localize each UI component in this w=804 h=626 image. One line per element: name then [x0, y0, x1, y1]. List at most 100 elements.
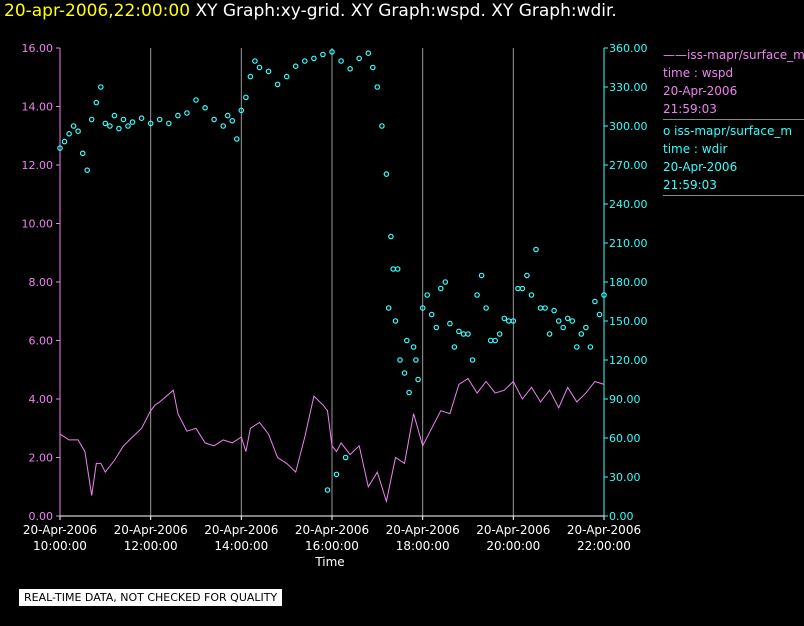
- wdir-point: [79, 150, 86, 157]
- wdir-point: [573, 344, 580, 350]
- x-tick-date: 20-Apr-2006: [567, 523, 641, 537]
- wdir-point: [390, 266, 397, 272]
- legend-var: time : wdir: [663, 142, 728, 156]
- wdir-point: [138, 115, 145, 122]
- wdir-point: [93, 99, 100, 106]
- wdir-point: [347, 66, 353, 72]
- y-right-tick-label: 360.00: [609, 42, 648, 55]
- x-tick-time: 20:00:00: [486, 539, 540, 553]
- wdir-point: [492, 337, 499, 344]
- wdir-point: [392, 318, 399, 324]
- x-tick-date: 20-Apr-2006: [204, 523, 278, 537]
- wdir-point: [551, 307, 557, 314]
- wdir-point: [224, 112, 231, 119]
- wdir-point: [84, 167, 91, 174]
- wdir-point: [116, 125, 122, 132]
- wdir-point: [57, 145, 63, 151]
- wdir-point: [460, 331, 467, 337]
- wdir-point: [578, 331, 585, 337]
- wdir-point: [75, 128, 81, 135]
- wdir-point: [229, 118, 236, 124]
- wdir-point: [447, 320, 453, 327]
- wdir-point: [592, 298, 598, 305]
- wdir-point: [98, 84, 104, 90]
- x-tick-time: 22:00:00: [577, 539, 631, 553]
- wdir-point: [66, 131, 72, 137]
- wdir-point: [256, 64, 263, 71]
- legend-time: 21:59:03: [663, 102, 717, 116]
- wdir-point: [560, 324, 567, 331]
- wdir-point: [397, 357, 403, 363]
- wdir-point: [252, 58, 258, 64]
- y-right-tick-label: 60.00: [609, 432, 641, 445]
- legend-entry-wspd: ——iss-mapr/surface_m time : wspd 20-Apr-…: [663, 46, 804, 120]
- x-tick-date: 20-Apr-2006: [295, 523, 369, 537]
- x-tick-time: 10:00:00: [33, 539, 87, 553]
- y-left-tick-label: 16.00: [22, 42, 54, 55]
- y-left-tick-label: 10.00: [22, 218, 54, 231]
- title-graphs: XY Graph:xy-grid. XY Graph:wspd. XY Grap…: [195, 1, 617, 21]
- y-left-tick-label: 6.00: [29, 335, 54, 348]
- x-tick-date: 20-Apr-2006: [386, 523, 460, 537]
- wdir-point: [515, 285, 521, 292]
- wdir-point: [202, 105, 208, 111]
- y-right-tick-label: 270.00: [609, 159, 648, 172]
- legend-date: 20-Apr-2006: [663, 84, 738, 98]
- wspd-line: [59, 377, 605, 504]
- wdir-point: [442, 279, 449, 285]
- wdir-point: [465, 331, 471, 337]
- wdir-point: [403, 337, 410, 344]
- wdir-point: [410, 344, 417, 350]
- x-axis-label: Time: [314, 555, 344, 569]
- wdir-point: [569, 318, 576, 324]
- wdir-point: [247, 73, 254, 80]
- wdir-point: [483, 305, 489, 311]
- wdir-point: [456, 328, 462, 335]
- wdir-point: [234, 136, 240, 142]
- wdir-point: [415, 376, 421, 383]
- y-left-tick-label: 8.00: [29, 276, 54, 289]
- wdir-point: [329, 49, 335, 55]
- wdir-point: [129, 119, 136, 125]
- wdir-point: [505, 318, 512, 324]
- wdir-point: [555, 318, 562, 324]
- x-tick-date: 20-Apr-2006: [23, 523, 97, 537]
- legend-circle-marker: o: [663, 124, 671, 138]
- wdir-point: [546, 331, 553, 337]
- y-left-tick-label: 12.00: [22, 159, 54, 172]
- wdir-point: [338, 58, 344, 64]
- wdir-point: [125, 123, 131, 129]
- x-tick-time: 16:00:00: [305, 539, 359, 553]
- wdir-point: [433, 324, 440, 331]
- legend-line-marker: ——: [663, 48, 687, 62]
- wdir-point: [383, 171, 390, 177]
- wdir-point: [469, 357, 476, 363]
- x-tick-time: 12:00:00: [124, 539, 178, 553]
- wdir-point: [301, 58, 308, 64]
- wdir-point: [184, 110, 190, 116]
- y-right-tick-label: 210.00: [609, 237, 648, 250]
- y-right-tick-label: 330.00: [609, 81, 648, 94]
- y-right-tick-label: 180.00: [609, 276, 648, 289]
- y-left-tick-label: 4.00: [29, 393, 54, 406]
- wdir-point: [175, 112, 181, 119]
- wdir-point: [365, 50, 372, 57]
- quality-disclaimer: REAL-TIME DATA, NOT CHECKED FOR QUALITY: [19, 589, 283, 606]
- wdir-point: [587, 344, 594, 350]
- y-right-tick-label: 300.00: [609, 120, 648, 133]
- wdir-point: [243, 94, 249, 101]
- wdir-point: [451, 344, 458, 350]
- wdir-point: [394, 266, 401, 272]
- y-right-tick-label: 120.00: [609, 354, 648, 367]
- wdir-point: [342, 454, 349, 461]
- legend-series-name: iss-mapr/surface_m: [674, 124, 793, 138]
- wdir-point: [107, 123, 113, 129]
- wdir-point: [413, 357, 419, 363]
- wdir-point: [596, 311, 603, 318]
- wdir-point: [519, 285, 526, 292]
- y-left-tick-label: 2.00: [29, 452, 54, 465]
- y-left-tick-label: 14.00: [22, 101, 54, 114]
- wdir-point: [437, 285, 444, 292]
- x-tick-date: 20-Apr-2006: [476, 523, 550, 537]
